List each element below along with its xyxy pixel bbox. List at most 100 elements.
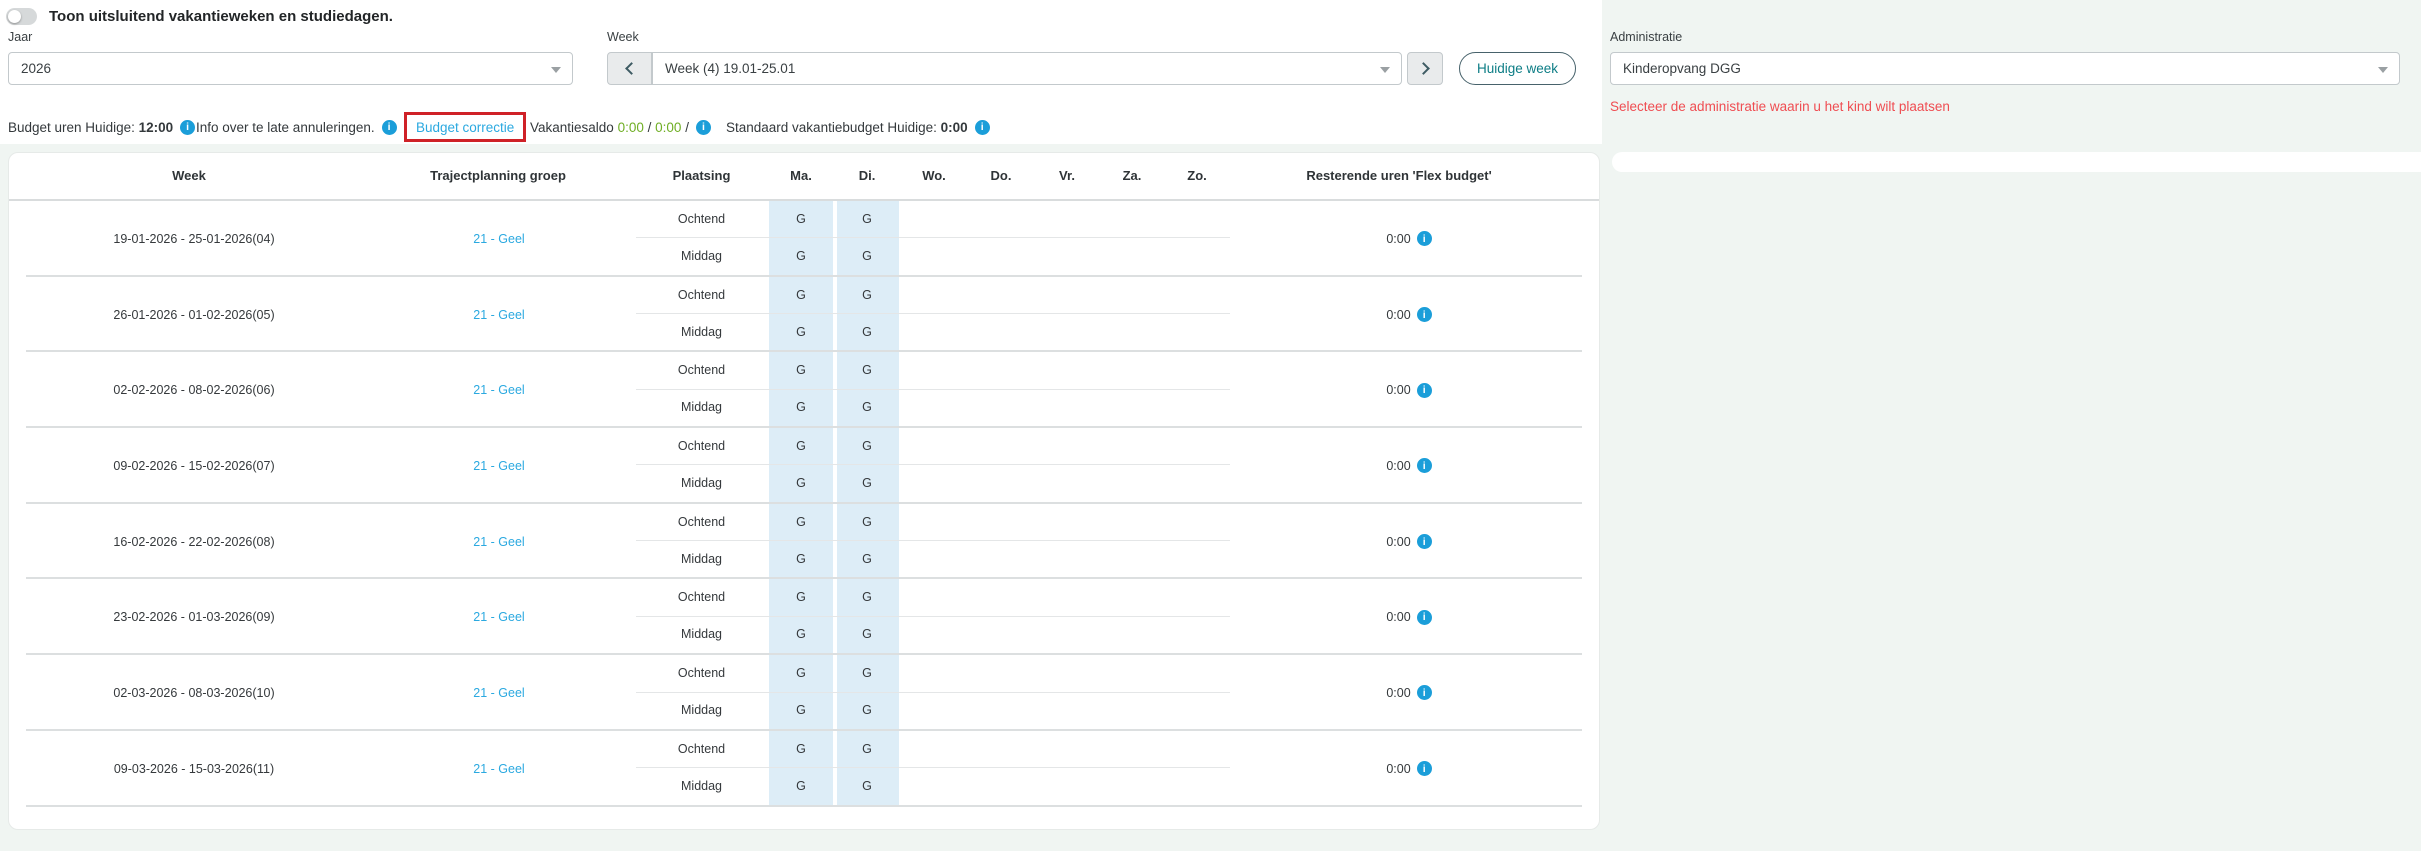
day-cell-ma[interactable]: G <box>796 212 806 226</box>
day-cell-di[interactable]: G <box>862 778 872 793</box>
bottom-strip <box>0 851 2421 861</box>
day-cell-ma[interactable]: G <box>796 703 806 718</box>
week-next-button[interactable] <box>1407 52 1443 85</box>
budget-correctie-link[interactable]: Budget correctie <box>416 119 515 135</box>
day-cell-di[interactable]: G <box>862 590 872 605</box>
trajectplanning-group-link[interactable]: 21 - Geel <box>473 458 525 473</box>
chevron-down-icon <box>1380 66 1390 73</box>
huidige-week-button[interactable]: Huidige week <box>1459 52 1577 85</box>
day-cell-di[interactable]: G <box>862 627 872 642</box>
day-cell-di[interactable]: G <box>862 439 872 454</box>
day-cell-ma[interactable]: G <box>796 439 806 454</box>
jaar-select[interactable]: 2026 <box>8 52 573 85</box>
row-group-separator <box>26 804 1582 807</box>
day-cell-ma[interactable]: G <box>796 287 806 302</box>
trajectplanning-group-link[interactable]: 21 - Geel <box>473 231 525 246</box>
plaatsing-label-middag: Middag <box>681 703 722 718</box>
week-prev-button[interactable] <box>607 52 652 85</box>
trajectplanning-group-link[interactable]: 21 - Geel <box>473 383 525 398</box>
info-icon[interactable]: i <box>974 119 990 135</box>
right-panel-strip <box>1612 152 2421 172</box>
row-group-separator <box>26 577 1582 580</box>
day-cell-di[interactable]: G <box>862 514 872 529</box>
late-annulering-label: Info over te late annuleringen. <box>196 119 375 135</box>
info-icon[interactable]: i <box>1416 534 1432 550</box>
ochtend-row: Ochtend G G <box>9 579 1599 616</box>
week-range: 09-02-2026 - 15-02-2026(07) <box>113 458 275 473</box>
chevron-left-icon <box>624 62 638 75</box>
info-icon[interactable]: i <box>695 119 711 135</box>
info-icon[interactable]: i <box>1416 685 1432 701</box>
day-cell-di[interactable]: G <box>862 400 872 415</box>
day-cell-di[interactable]: G <box>862 363 872 378</box>
day-cell-ma[interactable]: G <box>796 627 806 642</box>
trajectplanning-group-link[interactable]: 21 - Geel <box>473 761 525 776</box>
day-cell-ma[interactable]: G <box>796 551 806 566</box>
plaatsing-label-ochtend: Ochtend <box>677 363 726 378</box>
info-icon[interactable]: i <box>1416 458 1432 474</box>
day-cell-ma[interactable]: G <box>796 324 806 339</box>
flex-budget-value: 0:00 <box>1386 761 1411 776</box>
group-cell: 21 - Geel <box>409 504 589 580</box>
row-group-separator <box>26 501 1582 504</box>
day-cell-ma[interactable]: G <box>796 590 806 605</box>
week-range: 02-02-2026 - 08-02-2026(06) <box>113 383 275 398</box>
budget-uren-item: Budget uren Huidige: 12:00 i <box>8 112 196 142</box>
week-range: 26-01-2026 - 01-02-2026(05) <box>113 307 275 322</box>
info-icon[interactable]: i <box>180 119 196 135</box>
info-icon[interactable]: i <box>1416 382 1432 398</box>
flex-budget-cell: 0:00 i <box>1339 655 1479 731</box>
week-range: 19-01-2026 - 25-01-2026(04) <box>113 231 275 246</box>
table-header-row: Week Trajectplanning groep Plaatsing Ma.… <box>9 153 1599 201</box>
flex-budget-cell: 0:00 i <box>1339 352 1479 428</box>
day-cell-di[interactable]: G <box>862 475 872 490</box>
day-cell-ma[interactable]: G <box>796 778 806 793</box>
trajectplanning-group-link[interactable]: 21 - Geel <box>473 685 525 700</box>
day-cell-ma[interactable]: G <box>796 741 806 756</box>
day-cell-di[interactable]: G <box>862 287 872 302</box>
vacation-weeks-toggle[interactable] <box>6 7 37 25</box>
trajectplanning-group-link[interactable]: 21 - Geel <box>473 610 525 625</box>
trajectplanning-group-link[interactable]: 21 - Geel <box>473 534 525 549</box>
day-cell-ma[interactable]: G <box>796 475 806 490</box>
chevron-right-icon <box>1417 62 1430 75</box>
day-cell-ma[interactable]: G <box>796 666 806 681</box>
info-icon[interactable]: i <box>1416 761 1432 777</box>
day-cell-di[interactable]: G <box>862 551 872 566</box>
ochtend-row: Ochtend G G <box>9 504 1599 541</box>
day-cell-ma[interactable]: G <box>796 248 806 263</box>
day-cell-di[interactable]: G <box>862 666 872 681</box>
trajectplanning-group-link[interactable]: 21 - Geel <box>473 307 525 322</box>
day-cell-di[interactable]: G <box>862 741 872 756</box>
week-label: Week <box>607 30 639 44</box>
header-day-vr: Vr. <box>1059 168 1075 183</box>
info-icon[interactable]: i <box>381 119 397 135</box>
week-range: 16-02-2026 - 22-02-2026(08) <box>113 534 275 549</box>
group-cell: 21 - Geel <box>409 428 589 504</box>
late-annulering-item: Info over te late annuleringen. i <box>196 112 397 142</box>
middag-row: Middag G G <box>9 616 1599 653</box>
flex-budget-value: 0:00 <box>1386 458 1411 473</box>
administratie-select[interactable]: Kinderopvang DGG <box>1610 52 2400 85</box>
flex-budget-value: 0:00 <box>1386 685 1411 700</box>
flex-budget-cell: 0:00 i <box>1339 201 1479 277</box>
group-cell: 21 - Geel <box>409 579 589 655</box>
day-cell-di[interactable]: G <box>862 324 872 339</box>
day-cell-ma[interactable]: G <box>796 363 806 378</box>
group-cell: 21 - Geel <box>409 201 589 277</box>
day-cell-di[interactable]: G <box>862 212 872 226</box>
table-row-group: 16-02-2026 - 22-02-2026(08) 21 - Geel Oc… <box>9 504 1599 580</box>
day-cell-di[interactable]: G <box>862 248 872 263</box>
subrow-divider <box>636 691 1230 693</box>
day-cell-ma[interactable]: G <box>796 514 806 529</box>
ochtend-row: Ochtend G G <box>9 277 1599 314</box>
planning-table-card: Week Trajectplanning groep Plaatsing Ma.… <box>8 152 1600 830</box>
monday-highlight-band <box>769 201 833 807</box>
info-icon[interactable]: i <box>1416 307 1432 323</box>
day-cell-ma[interactable]: G <box>796 400 806 415</box>
info-icon[interactable]: i <box>1416 609 1432 625</box>
standaard-vakantiebudget-value: 0:00 <box>940 119 968 135</box>
day-cell-di[interactable]: G <box>862 703 872 718</box>
week-select[interactable]: Week (4) 19.01-25.01 <box>652 52 1402 85</box>
info-icon[interactable]: i <box>1416 231 1432 247</box>
